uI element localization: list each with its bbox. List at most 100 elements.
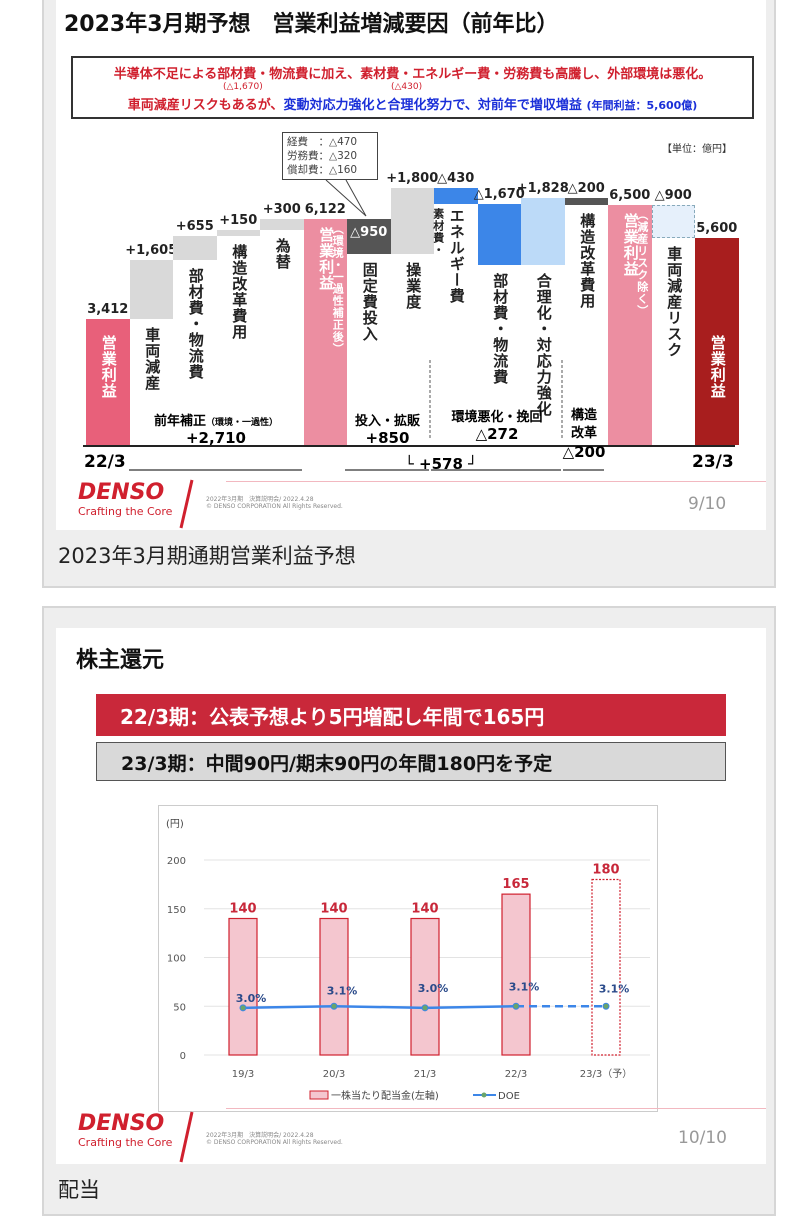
bar-category-label: 合理化・対応力強化 (534, 273, 553, 418)
slide-card-1: 2023年3月期予想 営業利益増減要因（前年比） 半導体不足による部材費・物流費… (42, 0, 776, 588)
doe-line (242, 1004, 517, 1010)
legend-marker-doe (481, 1092, 487, 1098)
bar-value-label: △1,670 (473, 186, 525, 202)
legend-swatch-dividend (309, 1090, 329, 1100)
doe-label: 3.1% (327, 984, 358, 997)
caption: 2023年3月期通期営業利益予想 (58, 544, 356, 568)
bar-value-label: △200 (567, 180, 605, 196)
baseline (83, 445, 735, 447)
doe-label: 3.0% (236, 992, 267, 1005)
waterfall-bar (173, 235, 217, 260)
bar-category-label: 固定費投入 (360, 262, 379, 343)
slide-dividend: 株主還元 22/3期：公表予想より5円増配し年間で165円 23/3期：中間90… (56, 628, 766, 1164)
slide-operating-profit: 2023年3月期予想 営業利益増減要因（前年比） 半導体不足による部材費・物流費… (56, 0, 766, 530)
bar-category-label: 構造改革費用 (578, 213, 597, 310)
group-label-prior: 前年補正（環境・一過性） +2,710 (153, 414, 279, 447)
dividend-bar (591, 878, 621, 1056)
dividend-value-label: 180 (592, 863, 619, 878)
bar-category-label: 部材費・物流費 (186, 267, 205, 380)
note-1670: (△1,670) (223, 82, 263, 92)
dividend-value-label: 165 (502, 877, 529, 892)
bar-category-label: 車両減産リスク (665, 246, 684, 359)
slide-card-2: 株主還元 22/3期：公表予想より5円増配し年間で165円 23/3期：中間90… (42, 606, 776, 1216)
slash-mark (179, 479, 194, 529)
group-label-restructure: 構造改革 △200 (562, 408, 606, 461)
denso-logo: DENSO Crafting the Core (78, 1111, 173, 1149)
waterfall-bar (129, 259, 173, 320)
y-tick-label: 100 (167, 954, 186, 965)
bar-value-label: 6,500 (609, 188, 651, 204)
bar-sublabel: 素材費・ (431, 207, 445, 256)
x-label-end: 23/3 (692, 452, 734, 472)
group-label-invest: 投入・拡販 +850 (354, 414, 420, 447)
denso-logo: DENSO Crafting the Core (78, 480, 173, 518)
waterfall-bar (651, 205, 695, 239)
doe-point (421, 1004, 429, 1012)
waterfall-bar (303, 219, 347, 445)
dividend-chart: (円) 0 50 100 150 200 140 19/3 140 20/3 140 21/3 165… (158, 805, 658, 1112)
doe-point (602, 1002, 610, 1010)
x-tick-label: 21/3 (414, 1069, 436, 1080)
message-box: 半導体不足による部材費・物流費に加え、素材費・エネルギー費・労務費も高騰し、外部… (71, 56, 754, 119)
waterfall-bar (86, 319, 130, 445)
bar-category-label: 部材費・物流費 (491, 273, 510, 386)
callout-pointer (325, 179, 367, 217)
waterfall-bar (695, 238, 739, 445)
waterfall-bar (521, 197, 565, 266)
slash-mark (179, 1111, 194, 1163)
dividend-value-label: 140 (229, 902, 256, 917)
footer-meta: 2022年3月期 決算説明会/ 2022.4.28 © DENSO CORPORA… (206, 496, 343, 510)
page-number: 10/10 (678, 1128, 727, 1148)
note-430: (△430) (391, 82, 423, 92)
doe-point (330, 1002, 338, 1010)
bar-value-label: 3,412 (87, 302, 129, 318)
x-tick-label: 19/3 (232, 1069, 254, 1080)
subtotal-label: └ +578 ┘ (404, 455, 478, 473)
bar-value-label: △430 (437, 170, 475, 186)
doe-label: 3.0% (418, 982, 449, 995)
dividend-bar (410, 917, 440, 1056)
bar-value-label: +1,828 (516, 180, 569, 196)
unit-label: 【単位：億円】 (662, 144, 732, 155)
bar-category-label: エネルギー費 (447, 207, 466, 304)
doe-point (239, 1004, 247, 1012)
x-tick-label: 20/3 (323, 1069, 345, 1080)
bar-sublabel: （減産リスク除く） (635, 209, 649, 318)
bar-value-label: +300 (262, 202, 301, 218)
callout-box: 経費 ：△470 労務費：△320 償却費：△160 (282, 132, 378, 180)
bar-value-label: +1,800 (386, 170, 439, 186)
bar-value-label: +655 (175, 218, 214, 234)
bar-sublabel: （環境・一過性補正後） (331, 223, 345, 356)
legend-label-dividend: 一株当たり配当金(左軸) (331, 1089, 439, 1102)
y-tick-label: 200 (167, 856, 186, 867)
bar-value-label: +150 (219, 213, 258, 229)
waterfall-bar (477, 203, 521, 266)
waterfall-bar (434, 187, 478, 204)
y-tick-label: 150 (167, 905, 186, 916)
y-tick-label: 0 (180, 1051, 186, 1062)
waterfall-bar (347, 219, 391, 255)
x-label-start: 22/3 (84, 452, 126, 472)
bar-value-label: 5,600 (696, 221, 738, 237)
waterfall-bar (260, 219, 304, 231)
bar-value-label: △950 (350, 225, 388, 241)
bar-category-label: 為替 (273, 238, 292, 271)
bar-value-label: 6,122 (304, 202, 346, 218)
waterfall-bar (564, 197, 608, 206)
group-arrows (129, 360, 604, 471)
doe-label: 3.1% (599, 982, 630, 995)
footer-meta: 2022年3月期 決算説明会/ 2022.4.28 © DENSO CORPORA… (206, 1132, 343, 1146)
waterfall-chart: 3,412 営業利益 +1,605 車両減産 +655 部材費・物流費 +150 構造改革費用… (56, 0, 766, 530)
bar-category-label: 車両減産 (143, 327, 162, 392)
bar-category-label: 営業利益 (99, 335, 118, 399)
dividend-bar (228, 917, 258, 1056)
bar-category-label: 営業利益 (317, 227, 336, 292)
bar-category-label: 営業利益 (708, 335, 727, 399)
bar-value-label: +1,605 (125, 242, 178, 258)
caption: 配当 (58, 1178, 100, 1202)
bar-category-label: 構造改革費用 (230, 243, 249, 340)
waterfall-bar (216, 230, 260, 236)
slide-title: 株主還元 (76, 648, 165, 673)
x-tick-label: 22/3 (505, 1069, 527, 1080)
bar-category-label: 操業度 (404, 262, 423, 311)
